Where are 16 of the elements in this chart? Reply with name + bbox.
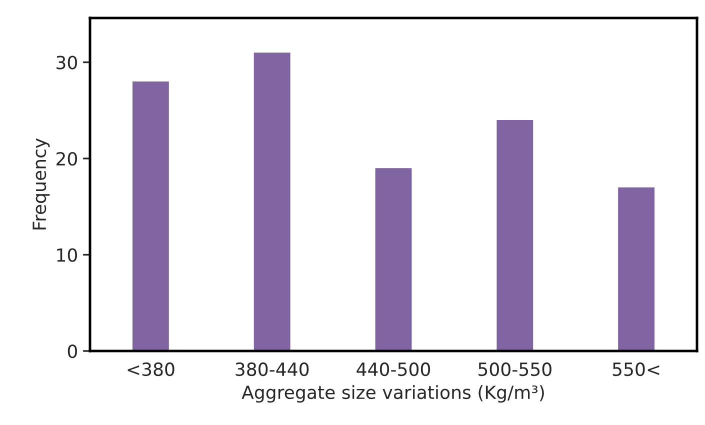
x-tick-label: 500-550	[478, 362, 552, 376]
y-tick-label: 30	[56, 56, 77, 70]
bar	[375, 168, 412, 351]
x-tick-label: 440-500	[356, 362, 430, 376]
y-tick-label: 20	[56, 152, 77, 166]
y-tick-label: 10	[57, 248, 77, 262]
bar	[496, 120, 534, 351]
bar	[254, 52, 290, 351]
x-tick-label: 550<	[612, 362, 660, 376]
bar	[132, 82, 169, 351]
x-axis-title: Aggregate size variations (Kg/m³)	[242, 385, 544, 403]
y-axis-title: Frequency	[32, 138, 50, 230]
x-tick-label: <380	[128, 362, 174, 376]
x-tick-label: 380-440	[236, 362, 309, 376]
y-tick-label: 0	[68, 344, 77, 358]
bar	[618, 187, 655, 351]
